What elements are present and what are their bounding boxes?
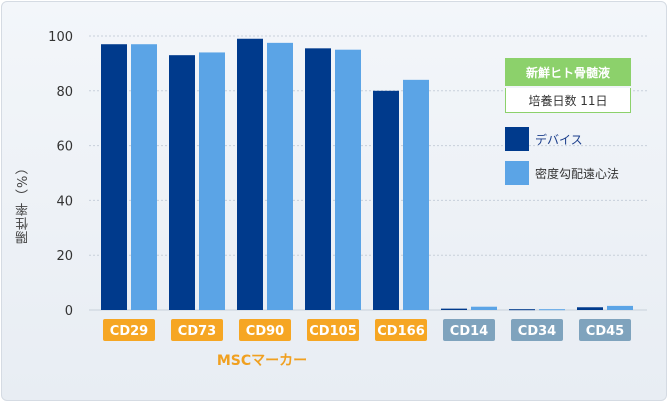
legend-label-density-gradient: 密度勾配遠心法 (535, 166, 620, 181)
bar-cd34-device (509, 309, 535, 311)
bar-cd73-density-gradient (199, 52, 225, 310)
y-tick-label: 80 (56, 85, 73, 100)
legend-title: 新鮮ヒト骨髄液 (505, 58, 631, 86)
x-axis-label: MSCマーカー (216, 353, 308, 369)
legend-label-device: デバイス (535, 132, 583, 147)
legend-swatch-density-gradient (505, 161, 529, 185)
legend-item-device: デバイス (505, 126, 583, 152)
x-tick-badge (307, 319, 359, 341)
bar-cd45-density-gradient (607, 305, 633, 310)
y-tick-label: 20 (56, 249, 73, 264)
x-tick-badge (375, 319, 427, 341)
x-tick-label: CD14 (450, 324, 488, 339)
x-tick-label: CD34 (518, 324, 556, 339)
y-tick-label: 40 (56, 194, 73, 209)
bar-cd105-density-gradient (335, 49, 361, 310)
y-tick-label: 0 (65, 304, 73, 319)
bar-cd166-density-gradient (403, 79, 429, 310)
legend-item-density-gradient: 密度勾配遠心法 (505, 160, 619, 186)
y-axis-label: 陽性率（%） (16, 160, 31, 244)
bar-cd14-density-gradient (471, 306, 497, 310)
bar-cd105-device (305, 48, 331, 311)
bar-cd73-device (169, 55, 195, 311)
bar-cd90-density-gradient (267, 42, 293, 310)
y-tick-label: 100 (48, 30, 73, 45)
x-tick-label: CD29 (110, 324, 148, 339)
x-tick-label: CD45 (586, 324, 624, 339)
legend-subtitle: 培養日数 11日 (505, 88, 631, 113)
x-tick-badge (171, 319, 223, 341)
x-tick-badge (239, 319, 291, 341)
bar-cd166-device (373, 90, 399, 310)
x-tick-label: CD90 (246, 324, 284, 339)
bar-cd45-device (577, 307, 603, 310)
bar-cd34-density-gradient (539, 309, 565, 311)
x-tick-label: CD73 (178, 324, 216, 339)
bar-cd90-device (237, 38, 263, 311)
x-tick-label: CD105 (309, 324, 356, 339)
x-tick-label: CD166 (377, 324, 424, 339)
x-tick-badge (103, 319, 155, 341)
bar-cd29-device (101, 44, 127, 310)
x-tick-badge (511, 319, 563, 341)
legend-swatch-device (505, 127, 529, 151)
bar-cd14-device (441, 308, 467, 310)
x-tick-badge (443, 319, 495, 341)
bar-cd29-density-gradient (131, 44, 157, 310)
y-tick-label: 60 (56, 140, 73, 155)
x-tick-badge (579, 319, 631, 341)
